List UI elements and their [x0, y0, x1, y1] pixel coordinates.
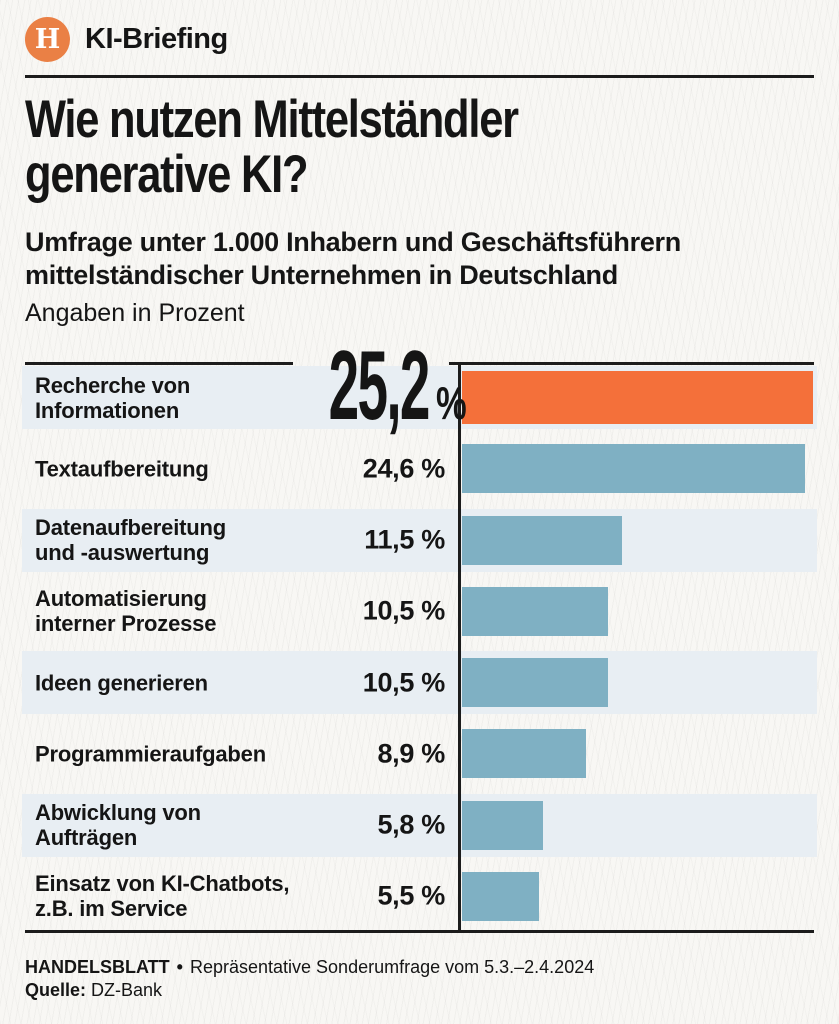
bar	[462, 371, 813, 424]
chart-bottom-rule	[25, 930, 814, 933]
bar	[462, 444, 805, 494]
highlight-value: 25,2 %	[250, 336, 477, 434]
chart-row: Einsatz von KI-Chatbots, z.B. im Service…	[25, 861, 814, 932]
header-divider	[25, 75, 814, 78]
footer-source-line: Quelle: DZ-Bank	[25, 979, 814, 1002]
highlight-value-number: 25,2	[328, 330, 431, 440]
bar	[462, 515, 622, 565]
bar	[462, 586, 608, 636]
chart-subtitle-line1: Umfrage unter 1.000 Inhabern und Geschäf…	[25, 227, 681, 257]
bar	[462, 800, 543, 850]
chart-title-line2: generative KI?	[25, 145, 309, 204]
chart-row: Recherche von Informationen	[22, 362, 817, 433]
chart-title: Wie nutzen Mittelständler generative KI?	[25, 92, 814, 202]
logo-letter: H	[34, 23, 61, 55]
footer-credit-line: HANDELSBLATT • Repräsentative Sonderumfrag…	[25, 956, 814, 979]
category-label: Recherche von Informationen	[35, 372, 191, 423]
chart-title-line1: Wie nutzen Mittelständler	[25, 90, 519, 149]
value-label: 10,5 %	[362, 595, 446, 626]
bar-chart: Recherche von Informationen Textaufbereit…	[22, 336, 817, 933]
value-label: 5,5 %	[377, 880, 445, 911]
chart-axis-line	[458, 362, 461, 932]
source-label: Quelle:	[25, 980, 87, 1000]
bar	[462, 871, 539, 921]
category-label: Abwicklung von Aufträgen	[35, 800, 201, 851]
category-label: Datenaufbereitung und -auswertung	[35, 515, 226, 566]
highlight-value-unit: %	[436, 377, 467, 429]
chart-row: Datenaufbereitung und -auswertung 11,5 %	[22, 505, 817, 576]
value-label: 8,9 %	[377, 738, 445, 769]
chart-row: Abwicklung von Aufträgen 5,8 %	[22, 790, 817, 861]
chart-row: Automatisierung interner Prozesse 10,5 %	[25, 576, 814, 647]
chart-row: Ideen generieren 10,5 %	[22, 647, 817, 718]
chart-top-rule-left	[25, 362, 293, 365]
row-band	[22, 793, 817, 857]
handelsblatt-logo-icon: H	[25, 16, 70, 62]
value-label: 11,5 %	[364, 524, 445, 555]
header: H KI-Briefing	[25, 16, 814, 62]
value-label: 24,6 %	[362, 453, 446, 484]
bar	[462, 658, 608, 707]
row-band	[22, 651, 817, 715]
source-value: DZ-Bank	[91, 980, 163, 1000]
briefing-brand-title: KI-Briefing	[85, 22, 228, 55]
chart-row: Textaufbereitung 24,6 %	[25, 433, 814, 504]
category-label: Automatisierung interner Prozesse	[35, 586, 217, 637]
value-label: 10,5 %	[362, 667, 446, 698]
footer-survey-note: Repräsentative Sonderumfrage vom 5.3.–2.…	[189, 957, 595, 977]
footer-brand: HANDELSBLATT	[25, 957, 170, 977]
category-label: Programmieraufgaben	[35, 741, 266, 767]
footer: HANDELSBLATT • Repräsentative Sonderumfrag…	[25, 956, 814, 1002]
row-band	[22, 508, 817, 572]
chart-subtitle-line2: mittelständischer Unternehmen in Deutsch…	[25, 260, 618, 290]
chart-subtitle: Umfrage unter 1.000 Inhabern und Geschäf…	[25, 226, 814, 292]
chart-row: Programmieraufgaben 8,9 %	[25, 718, 814, 789]
category-label: Ideen generieren	[35, 670, 208, 696]
value-label: 5,8 %	[377, 809, 445, 840]
infographic-page: H KI-Briefing Wie nutzen Mittelständler …	[22, 0, 817, 1002]
footer-bullet: •	[176, 957, 183, 977]
bar	[462, 729, 586, 779]
chart-top-rule-right	[449, 362, 814, 365]
category-label: Textaufbereitung	[35, 456, 209, 482]
chart-rows: Recherche von Informationen Textaufbereit…	[22, 362, 817, 932]
unit-note: Angaben in Prozent	[25, 299, 245, 327]
category-label: Einsatz von KI-Chatbots, z.B. im Service	[35, 871, 290, 922]
